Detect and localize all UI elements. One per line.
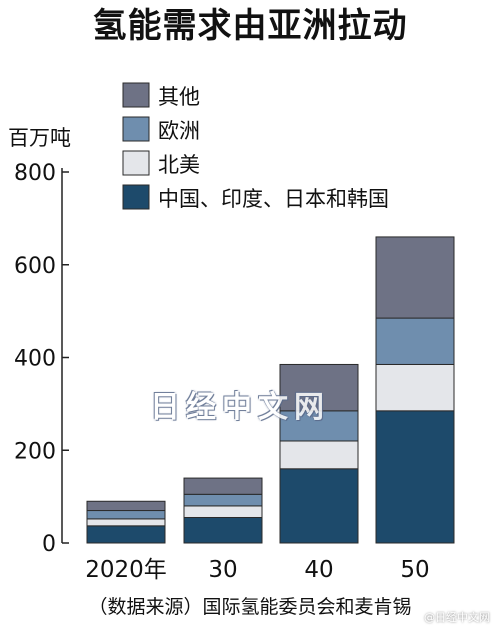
bars	[86, 236, 455, 544]
y-axis-unit-label: 百万吨	[8, 126, 71, 150]
bar-segment	[86, 510, 166, 520]
bar-segment	[86, 500, 166, 512]
x-tick-label: 30	[208, 557, 237, 583]
bar-segment	[375, 363, 455, 412]
bar-segment	[279, 468, 359, 544]
legend-swatch	[122, 184, 150, 210]
legend-swatch	[122, 82, 150, 108]
x-tick-label: 2020年	[85, 557, 167, 583]
x-tick-label: 40	[304, 557, 333, 583]
y-tick-label: 800	[14, 161, 56, 186]
bar-segment	[183, 505, 263, 518]
bar-segment	[86, 525, 166, 544]
bar-segment	[183, 493, 263, 507]
y-axis: 0 200 400 600 800	[14, 161, 69, 557]
bar-segment	[86, 518, 166, 527]
bar-segment	[375, 236, 455, 319]
bar-segment	[279, 363, 359, 412]
x-tick-label: 50	[400, 557, 429, 583]
bar-segment	[279, 440, 359, 470]
bar-segment	[375, 410, 455, 544]
x-axis-tick-labels: 2020年 30 40 50	[85, 557, 429, 583]
legend-label: 欧洲	[158, 119, 200, 143]
bar-segment	[279, 410, 359, 442]
bar-segment	[183, 516, 263, 544]
image-credit: @日经中文网	[424, 611, 490, 624]
bar-segment	[183, 477, 263, 495]
legend-swatch	[122, 150, 150, 176]
legend-swatch	[122, 116, 150, 142]
y-tick-label: 400	[14, 347, 56, 372]
source-note: （数据来源）国际氢能委员会和麦肯锡	[88, 596, 412, 618]
y-tick-label: 200	[14, 439, 56, 464]
legend-label: 其他	[158, 85, 200, 109]
bar-segment	[375, 317, 455, 365]
legend-label: 中国、印度、日本和韩国	[158, 187, 389, 211]
y-tick-label: 0	[42, 532, 56, 557]
chart-title: 氢能需求由亚洲拉动	[92, 6, 408, 46]
legend-label: 北美	[158, 153, 200, 177]
y-tick-label: 600	[14, 254, 56, 279]
watermark-text: 日经中文网	[150, 390, 330, 425]
